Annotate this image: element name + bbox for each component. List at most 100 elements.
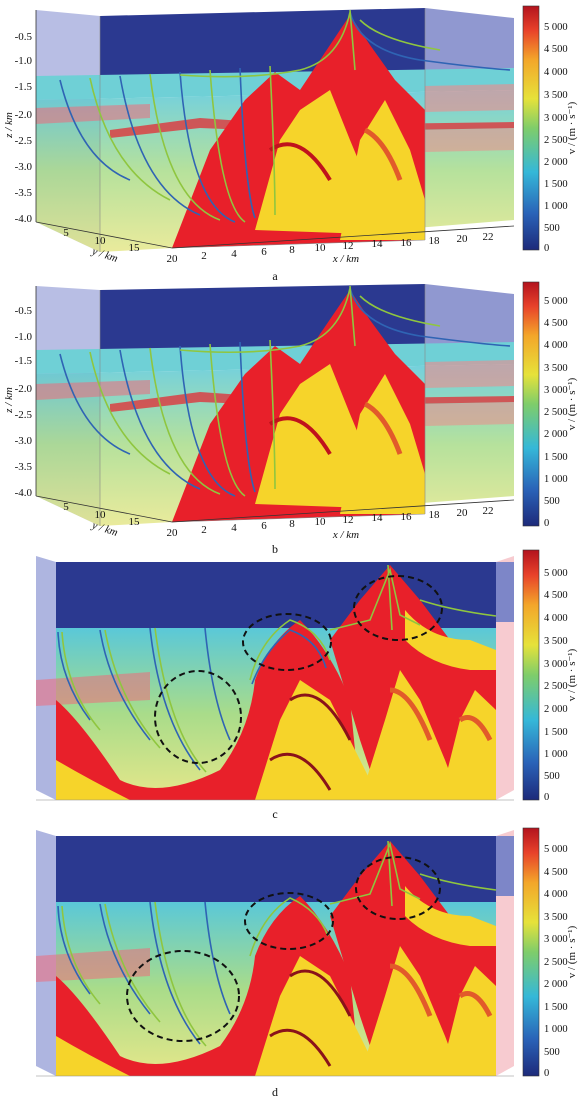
colorbar-tick: 3 500 xyxy=(544,636,568,647)
colorbar-label: v / (m · s⁻¹) xyxy=(566,377,578,430)
panel-a-rays xyxy=(59,9,511,223)
z-tick: -4.0 xyxy=(15,487,33,499)
colorbar-tick: 5 000 xyxy=(544,22,568,33)
highlight-ellipse xyxy=(244,892,334,950)
colorbar-tick: 4 500 xyxy=(544,867,568,878)
z-tick: -4.0 xyxy=(15,213,33,225)
panel-d-highlights xyxy=(126,856,441,1042)
z-tick: -1.5 xyxy=(15,355,33,367)
colorbar-tick: 1 000 xyxy=(544,474,568,485)
x-tick: 14 xyxy=(372,238,384,250)
y-tick: 5 xyxy=(63,501,69,513)
panel-a-volume xyxy=(36,8,514,252)
panel-label: c xyxy=(272,807,277,821)
colorbar-tick: 4 000 xyxy=(544,889,568,900)
z-tick: -2.0 xyxy=(15,383,33,395)
panel-d-colorbar: 5 000 4 500 4 000 3 500 3 000 2 500 2 00… xyxy=(522,827,578,1079)
colorbar-tick: 4 000 xyxy=(544,613,568,624)
x-tick: 22 xyxy=(483,231,494,243)
z-tick: -3.5 xyxy=(15,461,33,473)
colorbar-tick: 1 000 xyxy=(544,1024,568,1035)
colorbar-tick: 500 xyxy=(544,1047,560,1058)
x-axis-label: x / km xyxy=(332,529,359,541)
z-tick: -2.5 xyxy=(15,409,33,421)
colorbar-tick: 1 000 xyxy=(544,201,568,212)
x-tick: 20 xyxy=(457,507,469,519)
z-tick: -1.0 xyxy=(15,331,33,343)
colorbar-tick: 3 500 xyxy=(544,90,568,101)
x-tick: 6 xyxy=(261,246,267,258)
x-tick: 4 xyxy=(231,248,237,260)
colorbar-tick: 2 500 xyxy=(544,957,568,968)
colorbar-tick: 0 xyxy=(544,518,549,529)
colorbar-tick: 2 000 xyxy=(544,704,568,715)
panel-c-section xyxy=(36,556,514,801)
colorbar-tick: 4 000 xyxy=(544,67,568,78)
panel-label: b xyxy=(272,542,278,556)
panel-b-rays xyxy=(59,285,511,497)
colorbar-tick: 5 000 xyxy=(544,844,568,855)
x-tick: 4 xyxy=(231,522,237,534)
z-tick: -3.0 xyxy=(15,161,33,173)
highlight-ellipse xyxy=(126,950,240,1042)
z-tick: -1.5 xyxy=(15,81,33,93)
colorbar-tick: 3 000 xyxy=(544,659,568,670)
colorbar-tick: 4 500 xyxy=(544,318,568,329)
x-tick: 12 xyxy=(343,514,354,526)
panel-b: -0.5 -1.0 -1.5 -2.0 -2.5 -3.0 -3.5 -4.0 … xyxy=(3,281,578,556)
highlight-ellipse xyxy=(353,575,443,641)
colorbar-ticks: 5 000 4 500 4 000 3 500 3 000 2 500 2 00… xyxy=(544,22,568,254)
colorbar-tick: 2 000 xyxy=(544,979,568,990)
highlight-ellipse xyxy=(242,613,332,671)
panel-c: 5 000 4 500 4 000 3 500 3 000 2 500 2 00… xyxy=(36,549,578,821)
y-tick: 15 xyxy=(129,516,141,528)
colorbar-tick: 2 500 xyxy=(544,407,568,418)
panel-label: d xyxy=(272,1085,278,1099)
colorbar-tick: 1 500 xyxy=(544,452,568,463)
colorbar-tick: 2 500 xyxy=(544,135,568,146)
y-tick: 5 xyxy=(63,227,69,239)
panel-d: 5 000 4 500 4 000 3 500 3 000 2 500 2 00… xyxy=(36,827,578,1099)
y-tick: 15 xyxy=(129,242,141,254)
colorbar-tick: 5 000 xyxy=(544,296,568,307)
y-tick: 10 xyxy=(95,509,107,521)
colorbar-tick: 1 000 xyxy=(544,749,568,760)
highlight-ellipse xyxy=(355,856,441,920)
colorbar-tick: 3 500 xyxy=(544,912,568,923)
panel-c-rays xyxy=(57,564,497,773)
x-tick: 14 xyxy=(372,512,384,524)
colorbar-label: v / (m · s⁻¹) xyxy=(566,648,578,701)
x-tick: 8 xyxy=(289,518,295,530)
colorbar-tick: 0 xyxy=(544,243,549,254)
colorbar-tick: 5 000 xyxy=(544,568,568,579)
colorbar-tick: 500 xyxy=(544,771,560,782)
colorbar-tick: 4 500 xyxy=(544,590,568,601)
panel-d-rays xyxy=(57,840,497,1047)
panel-a-axes: -0.5 -1.0 -1.5 -2.0 -2.5 -3.0 -3.5 -4.0 … xyxy=(3,10,515,265)
colorbar-tick: 3 000 xyxy=(544,934,568,945)
colorbar-tick: 0 xyxy=(544,792,549,803)
colorbar-tick: 500 xyxy=(544,496,560,507)
colorbar-tick: 500 xyxy=(544,223,560,234)
x-tick: 6 xyxy=(261,520,267,532)
colorbar-tick: 3 500 xyxy=(544,363,568,374)
z-axis-label: z / km xyxy=(3,112,15,139)
x-tick: 2 xyxy=(201,250,207,262)
x-tick: 10 xyxy=(315,242,327,254)
z-tick: -2.0 xyxy=(15,109,33,121)
colorbar-tick: 4 000 xyxy=(544,340,568,351)
x-tick: 8 xyxy=(289,244,295,256)
x-tick: 10 xyxy=(315,516,327,528)
panel-c-colorbar: 5 000 4 500 4 000 3 500 3 000 2 500 2 00… xyxy=(522,549,578,803)
z-tick: -0.5 xyxy=(15,31,33,43)
panel-b-colorbar: 5 000 4 500 4 000 3 500 3 000 2 500 2 00… xyxy=(522,281,578,529)
x-tick: 12 xyxy=(343,240,354,252)
y-tick: 20 xyxy=(167,253,179,265)
colorbar-label: v / (m · s⁻¹) xyxy=(566,925,578,978)
x-tick: 2 xyxy=(201,524,207,536)
colorbar-tick: 3 000 xyxy=(544,385,568,396)
colorbar-tick: 1 500 xyxy=(544,179,568,190)
z-tick: -0.5 xyxy=(15,305,33,317)
colorbar-tick: 2 000 xyxy=(544,429,568,440)
